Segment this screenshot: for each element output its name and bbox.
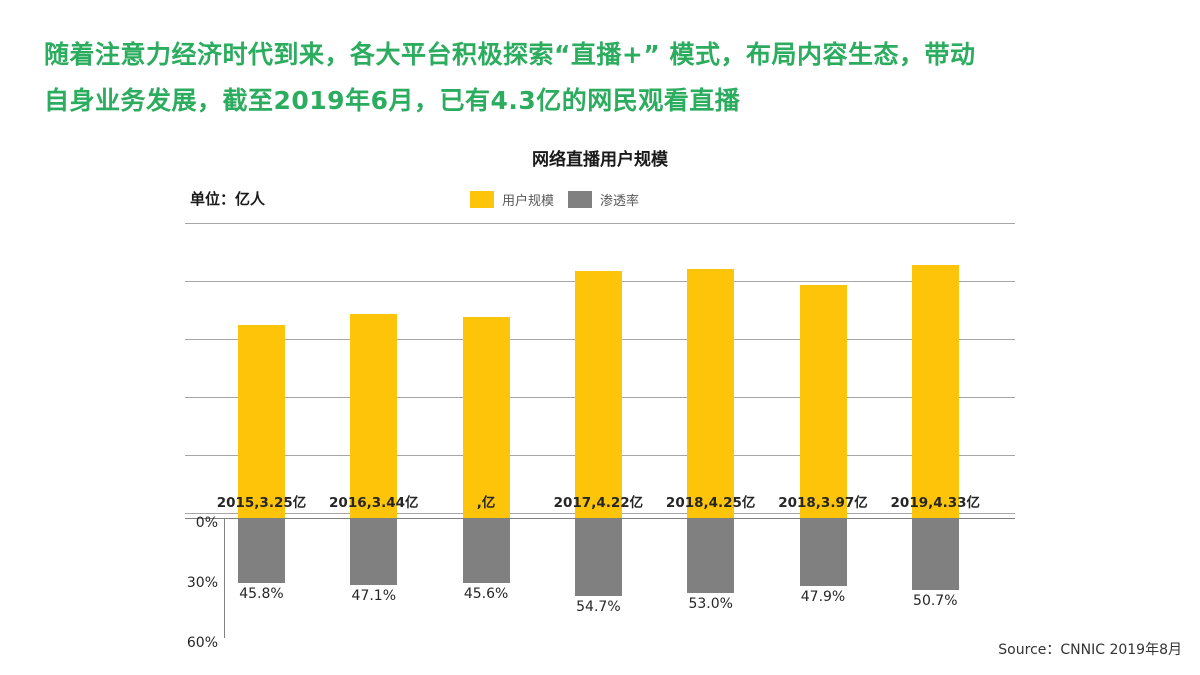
legend-item-penetration-rate[interactable]: 渗透率 bbox=[568, 190, 639, 209]
chart-value-label-penetration-rate: 50.7% bbox=[913, 592, 958, 609]
chart-bar-user-scale[interactable] bbox=[574, 271, 622, 518]
chart-value-label-user-scale: 2016,3.44亿 bbox=[329, 495, 419, 511]
chart-value-label-penetration-rate: 45.6% bbox=[463, 585, 509, 602]
chart-title: 网络直播用户规模 bbox=[532, 150, 668, 170]
chart-value-label-user-scale: 2015,3.25亿 bbox=[216, 495, 307, 511]
chart-value-label-penetration-rate: 47.1% bbox=[351, 587, 397, 604]
chart-y-tick: 0% bbox=[195, 515, 218, 531]
chart-y-axis-line bbox=[224, 518, 225, 638]
chart-unit-label: 单位：亿人 bbox=[190, 190, 266, 208]
chart-bar-user-scale[interactable] bbox=[799, 285, 847, 518]
chart-bar-penetration-rate[interactable] bbox=[687, 519, 735, 594]
chart-container: 网络直播用户规模 单位：亿人 用户规模 渗透率 0% 30% 60% 2015,3.2… bbox=[0, 140, 1200, 660]
chart-axis-line bbox=[185, 518, 1015, 519]
legend-swatch-penetration-rate bbox=[568, 191, 593, 208]
chart-plot-area: 0% 30% 60% 2015,3.25亿 45.8% 2016,3.44亿 47.1% ,亿… bbox=[0, 140, 1200, 660]
chart-bar-user-scale[interactable] bbox=[687, 269, 735, 518]
chart-bar-user-scale[interactable] bbox=[911, 265, 959, 518]
legend-swatch-user-scale bbox=[470, 191, 494, 208]
chart-bar-penetration-rate[interactable] bbox=[350, 519, 398, 585]
headline-line-2: 自身业务发展，截至2019年6月，已有4.3亿的网民观看直播 bbox=[44, 86, 741, 115]
legend-item-user-scale[interactable]: 用户规模 bbox=[470, 190, 554, 209]
chart-bar-penetration-rate[interactable] bbox=[462, 519, 510, 583]
chart-value-label-penetration-rate: 47.9% bbox=[800, 589, 846, 606]
chart-bar-user-scale[interactable] bbox=[462, 316, 510, 518]
chart-y-tick: 30% bbox=[186, 575, 218, 591]
chart-value-label-penetration-rate: 54.7% bbox=[576, 598, 621, 615]
page-title: 随着注意力经济时代到来，各大平台积极探索“直播+” 模式，布局内容生态，带动 自… bbox=[44, 32, 1164, 124]
chart-legend: 用户规模 渗透率 bbox=[470, 190, 639, 209]
chart-value-label-user-scale: 2019,4.33亿 bbox=[890, 495, 981, 511]
chart-value-label-user-scale: 2018,4.25亿 bbox=[665, 495, 756, 511]
chart-bar-penetration-rate[interactable] bbox=[574, 519, 622, 596]
chart-value-label-user-scale: 2018,3.97亿 bbox=[778, 495, 868, 511]
chart-value-label-penetration-rate: 53.0% bbox=[688, 596, 733, 613]
chart-gridline bbox=[185, 223, 1015, 224]
chart-bar-penetration-rate[interactable] bbox=[238, 519, 285, 584]
chart-value-label-penetration-rate: 45.8% bbox=[239, 586, 284, 603]
legend-label-penetration-rate: 渗透率 bbox=[600, 194, 640, 209]
chart-bar-penetration-rate[interactable] bbox=[799, 519, 847, 587]
chart-bar-user-scale[interactable] bbox=[350, 314, 398, 518]
legend-label-user-scale: 用户规模 bbox=[502, 194, 555, 209]
chart-value-label-user-scale: ,亿 bbox=[476, 495, 496, 511]
headline-line-1: 随着注意力经济时代到来，各大平台积极探索“直播+” 模式，布局内容生态，带动 bbox=[44, 40, 976, 69]
chart-bar-penetration-rate[interactable] bbox=[911, 519, 959, 590]
chart-bar-user-scale[interactable] bbox=[238, 325, 285, 518]
chart-value-label-user-scale: 2017,4.22亿 bbox=[553, 495, 644, 511]
chart-source: Source：CNNIC 2019年8月 bbox=[998, 642, 1182, 658]
chart-y-tick: 60% bbox=[186, 635, 218, 651]
